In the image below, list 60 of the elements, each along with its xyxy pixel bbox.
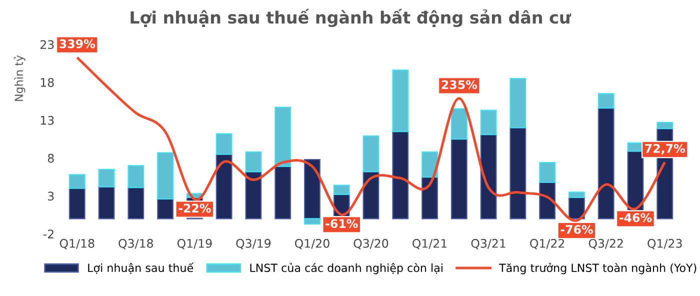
bar xyxy=(245,151,262,172)
x-tick-label: Q3/20 xyxy=(354,238,388,250)
bar xyxy=(510,78,526,128)
chart-title: Lợi nhuận sau thuế ngành bất động sản dân cư xyxy=(130,8,572,28)
y-axis-title: Nghìn tỷ xyxy=(14,55,26,101)
bar xyxy=(598,93,614,109)
bar xyxy=(216,133,232,155)
x-tick-label: Q1/18 xyxy=(60,238,94,250)
x-tick-label: Q1/20 xyxy=(294,238,330,250)
bar xyxy=(539,162,556,183)
x-tick-label: Q1/23 xyxy=(648,238,682,250)
bar xyxy=(274,106,292,167)
x-tick-label: Q3/22 xyxy=(588,238,623,250)
bar xyxy=(362,136,380,172)
bar xyxy=(128,187,144,220)
bar xyxy=(392,70,409,132)
x-tick-label: Q1/22 xyxy=(530,238,564,250)
data-label: -61% xyxy=(326,219,358,228)
bar xyxy=(450,138,468,220)
legend-label: LNST của các doanh nghiệp còn lại xyxy=(250,262,442,274)
bar xyxy=(656,122,674,130)
bar xyxy=(333,184,350,195)
bar xyxy=(598,107,614,220)
y-tick-label: 13 xyxy=(40,116,54,125)
legend-label: Tăng trưởng LNST toàn ngành (YoY) xyxy=(499,262,696,274)
bar xyxy=(392,130,409,220)
y-tick-label: -2 xyxy=(43,230,54,238)
bar xyxy=(128,165,144,188)
bar xyxy=(304,218,320,225)
data-label: -76% xyxy=(560,225,593,234)
y-tick-label: 18 xyxy=(40,78,54,87)
bar xyxy=(480,134,497,220)
bar xyxy=(304,159,320,220)
y-tick-label: 3 xyxy=(48,192,54,201)
y-tick-label: 8 xyxy=(48,154,54,163)
data-label: -46% xyxy=(620,213,652,222)
bar xyxy=(157,198,174,220)
data-label: 72,7% xyxy=(645,144,685,154)
bar xyxy=(274,166,292,220)
bar xyxy=(510,127,526,220)
bar xyxy=(98,168,115,188)
x-tick-label: Q1/19 xyxy=(177,238,212,250)
y-tick-label: 23 xyxy=(40,40,54,50)
legend-label: Lợi nhuận sau thuế xyxy=(88,262,194,274)
bar xyxy=(422,176,438,220)
bar xyxy=(450,108,468,140)
x-tick-label: Q3/21 xyxy=(471,238,506,250)
bar xyxy=(480,110,497,136)
bar xyxy=(68,188,86,220)
data-label: 235% xyxy=(442,80,478,90)
x-tick-label: Q3/18 xyxy=(118,238,153,250)
bar xyxy=(157,152,174,200)
bar xyxy=(568,192,585,198)
bar xyxy=(68,174,86,189)
x-tick-label: Q1/21 xyxy=(412,238,447,250)
x-tick-label: Q3/19 xyxy=(236,238,271,250)
data-label: 339% xyxy=(60,39,95,48)
bar xyxy=(216,154,232,220)
bar xyxy=(98,186,115,220)
bar xyxy=(422,151,438,178)
